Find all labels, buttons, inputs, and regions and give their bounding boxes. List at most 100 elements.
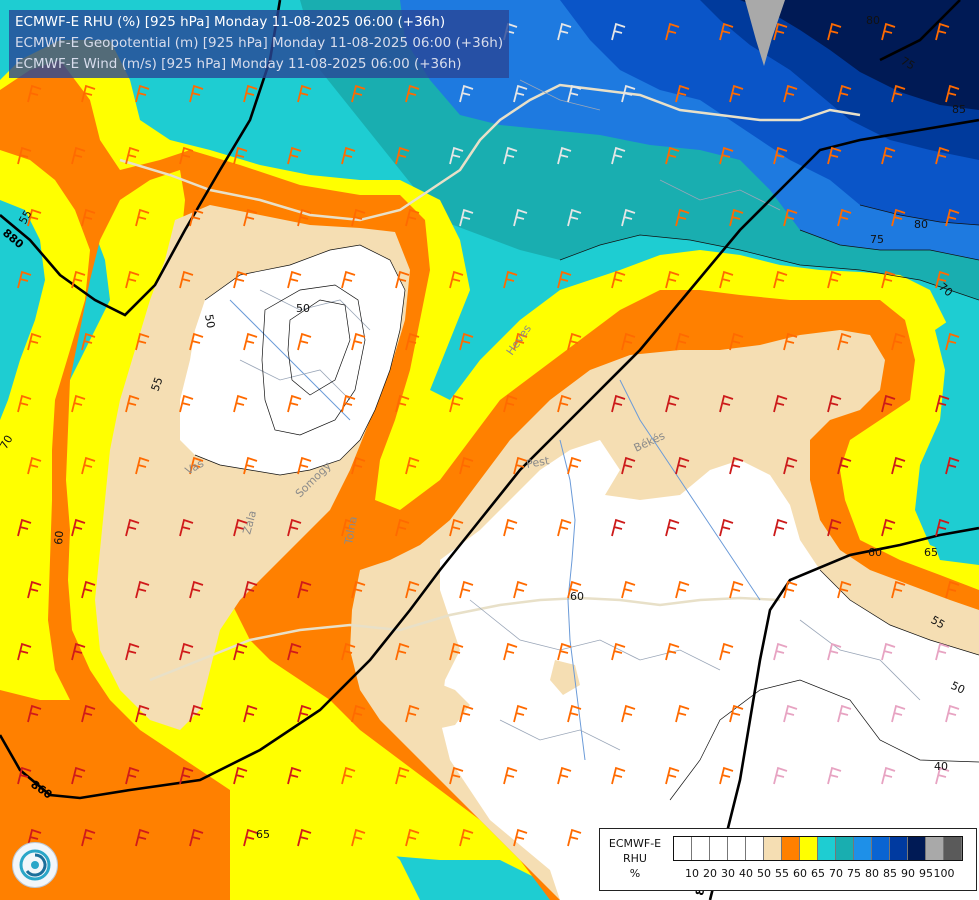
legend-tick-label: 55 bbox=[775, 867, 789, 880]
wind-barb bbox=[665, 270, 680, 289]
wind-barb bbox=[513, 332, 528, 351]
wind-barb bbox=[665, 518, 680, 537]
wind-barb bbox=[621, 704, 636, 723]
wind-barb bbox=[665, 766, 680, 785]
title-wind: ECMWF-E Wind (m/s) [925 hPa] Monday 11-0… bbox=[15, 56, 462, 72]
legend-swatch bbox=[854, 837, 872, 860]
wind-barb bbox=[773, 22, 788, 41]
wind-barb bbox=[935, 270, 950, 289]
legend-ticks: 10 20 30 40 50 55 60 65 70 75 80 85 90 95 100 bbox=[673, 867, 963, 881]
wind-barb bbox=[71, 518, 86, 537]
wind-barb bbox=[179, 270, 194, 289]
rhu-band-grey bbox=[745, 0, 785, 66]
wind-barb bbox=[405, 84, 420, 103]
wind-barb bbox=[729, 84, 744, 103]
wind-barb bbox=[611, 766, 626, 785]
rhu-band-70-west-inner bbox=[0, 200, 45, 420]
wind-barb bbox=[341, 270, 356, 289]
wind-barb bbox=[449, 518, 464, 537]
legend-tick-label: 100 bbox=[933, 867, 955, 880]
legend-tick-label: 65 bbox=[811, 867, 825, 880]
wind-barb bbox=[81, 456, 96, 475]
wind-barb bbox=[891, 84, 906, 103]
wind-barb bbox=[945, 456, 960, 475]
legend-tick-label: 80 bbox=[865, 867, 879, 880]
wind-barb bbox=[179, 518, 194, 537]
wind-barb bbox=[665, 22, 680, 41]
wind-barb bbox=[891, 704, 906, 723]
wind-barb bbox=[287, 146, 302, 165]
wind-barb bbox=[287, 766, 302, 785]
wind-barb bbox=[837, 580, 852, 599]
wind-barb bbox=[395, 146, 410, 165]
wind-barb bbox=[189, 456, 204, 475]
region-lines bbox=[239, 79, 921, 751]
wind-barb bbox=[719, 146, 734, 165]
wind-barb bbox=[567, 332, 582, 351]
wind-barb bbox=[611, 22, 626, 41]
geop-880 bbox=[0, 0, 282, 317]
wind-barb bbox=[719, 270, 734, 289]
wind-barb bbox=[935, 146, 950, 165]
wind-barb bbox=[189, 704, 204, 723]
wind-barb bbox=[513, 704, 528, 723]
rhu-band-65-south bbox=[220, 760, 420, 900]
wind-barb bbox=[891, 208, 906, 227]
wind-barb bbox=[611, 518, 626, 537]
wind-barb bbox=[189, 84, 204, 103]
wind-barb bbox=[783, 84, 798, 103]
wind-barb bbox=[351, 332, 366, 351]
wind-barb bbox=[189, 828, 204, 847]
wind-barb bbox=[179, 766, 194, 785]
legend-variable: RHU bbox=[623, 852, 647, 865]
title-rhu: ECMWF-E RHU (%) [925 hPa] Monday 11-08-2… bbox=[15, 14, 446, 30]
legend-swatch bbox=[764, 837, 782, 860]
boundaries bbox=[119, 79, 921, 761]
wind-barb bbox=[827, 518, 842, 537]
legend-swatch bbox=[800, 837, 818, 860]
contour-40-west bbox=[287, 299, 351, 396]
wind-barb bbox=[27, 84, 42, 103]
wind-barb bbox=[233, 766, 248, 785]
map-title-box: ECMWF-E RHU (%) [925 hPa] Monday 11-08-2… bbox=[9, 10, 510, 78]
wind-barb bbox=[881, 518, 896, 537]
wind-barb bbox=[17, 518, 32, 537]
provider-logo bbox=[12, 842, 58, 888]
wind-barb bbox=[783, 332, 798, 351]
legend-unit: % bbox=[629, 867, 641, 880]
wind-barb bbox=[125, 270, 140, 289]
wind-barb bbox=[351, 456, 366, 475]
legend-swatch bbox=[692, 837, 710, 860]
rhu-band-70-east bbox=[915, 300, 979, 560]
wind-barb bbox=[459, 704, 474, 723]
wind-barb bbox=[837, 704, 852, 723]
legend-tick-label: 85 bbox=[883, 867, 897, 880]
wind-barb bbox=[287, 394, 302, 413]
wind-barb bbox=[557, 270, 572, 289]
wind-barb bbox=[665, 394, 680, 413]
wind-barb bbox=[243, 332, 258, 351]
wind-barb bbox=[557, 146, 572, 165]
wind-barb bbox=[287, 270, 302, 289]
wind-barb bbox=[243, 456, 258, 475]
wind-barb bbox=[135, 332, 150, 351]
wind-barb bbox=[557, 642, 572, 661]
wind-barb bbox=[27, 332, 42, 351]
wind-barb bbox=[945, 84, 960, 103]
wind-barb bbox=[945, 332, 960, 351]
contour-50-west bbox=[194, 244, 406, 476]
wind-barb bbox=[557, 766, 572, 785]
wind-barb bbox=[297, 828, 312, 847]
wind-barb bbox=[179, 146, 194, 165]
label-rhu-55-c: 55 bbox=[16, 208, 34, 227]
wind-barb bbox=[503, 766, 518, 785]
wind-barb bbox=[611, 146, 626, 165]
wind-barb bbox=[827, 766, 842, 785]
wind-barb bbox=[773, 270, 788, 289]
wind-barb bbox=[351, 580, 366, 599]
wind-barb bbox=[945, 580, 960, 599]
wind-barb bbox=[27, 208, 42, 227]
wind-barb bbox=[395, 270, 410, 289]
